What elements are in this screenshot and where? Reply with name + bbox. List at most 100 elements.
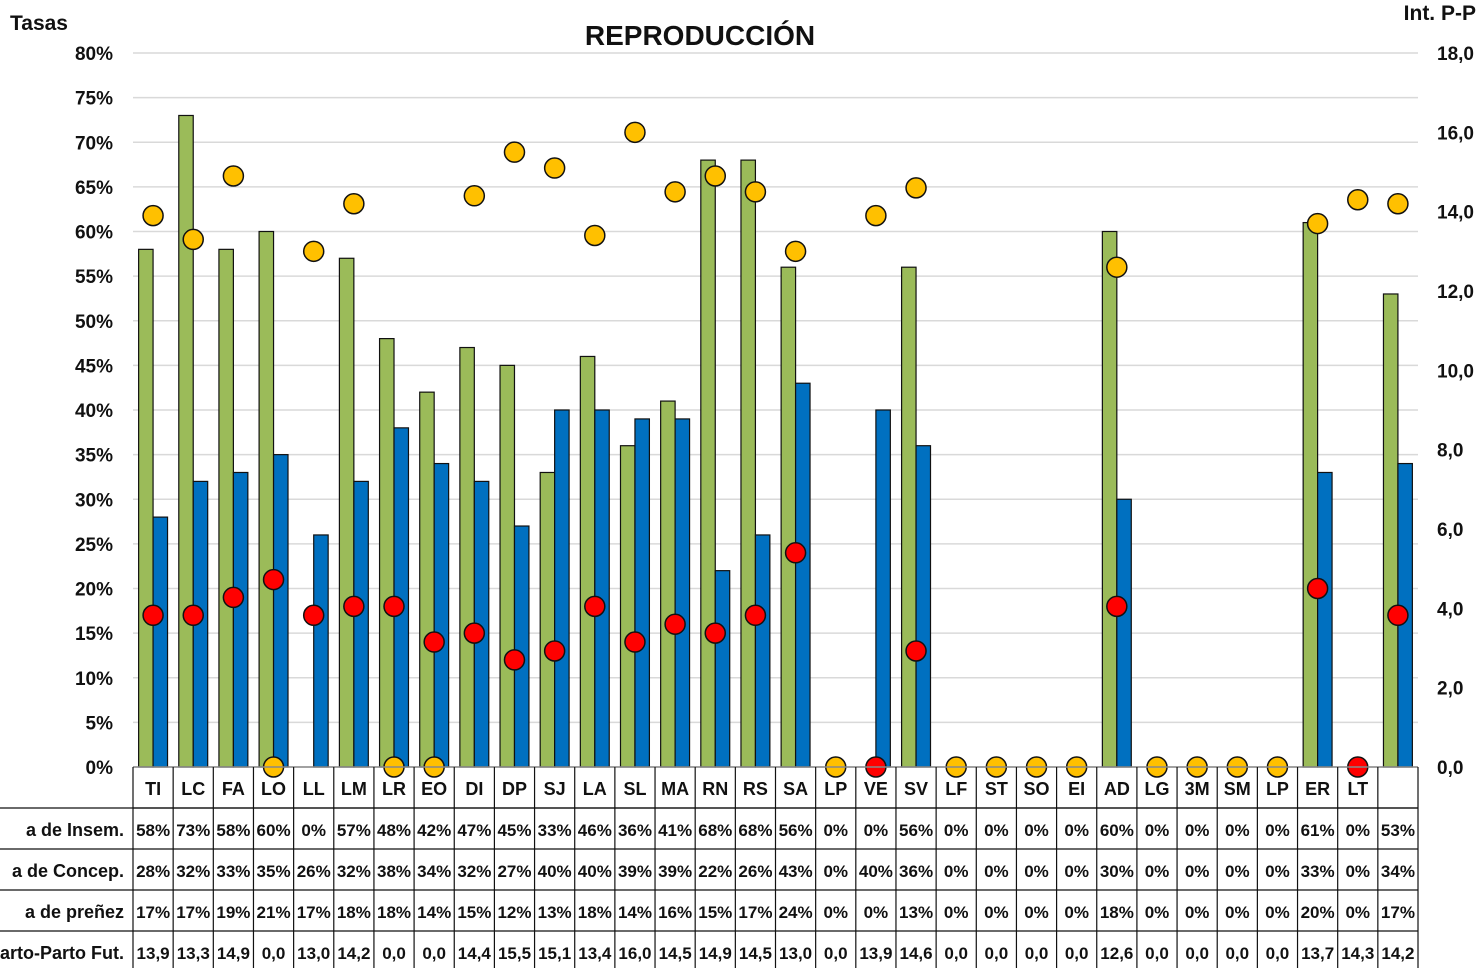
y2-tick-label: 0,0	[1437, 758, 1463, 779]
table-cell: 0%	[1024, 821, 1049, 840]
bar-adeconcep	[915, 445, 932, 768]
y-tick-label: 20%	[75, 580, 113, 601]
table-cell: 0%	[944, 821, 969, 840]
bar-adeconcep	[754, 534, 771, 768]
category-label: SJ	[544, 779, 566, 799]
category-label: LT	[1347, 779, 1368, 799]
marker-parto-parto	[1306, 212, 1329, 235]
marker-parto-parto	[503, 141, 526, 163]
category-label: LA	[583, 779, 607, 799]
marker-prenez	[222, 586, 245, 609]
bar-adeconcep	[353, 480, 369, 768]
marker-parto-parto	[343, 192, 365, 215]
category-label: SA	[783, 779, 808, 799]
y2-tick-label: 4,0	[1437, 599, 1463, 620]
y-tick-label: 50%	[75, 312, 113, 333]
table-cell: 14,5	[739, 944, 772, 963]
bar-adeconcep	[554, 409, 570, 768]
bar-adeconcep	[152, 516, 169, 768]
category-label: ST	[985, 779, 1008, 799]
table-cell: 0%	[1225, 821, 1250, 840]
table-cell: 20%	[1301, 903, 1335, 922]
marker-parto-parto	[182, 228, 204, 251]
y-tick-label: 30%	[75, 490, 113, 511]
marker-prenez	[343, 595, 365, 618]
table-cell: 73%	[176, 821, 210, 840]
table-cell: 26%	[297, 862, 331, 881]
marker-parto-parto	[704, 165, 727, 187]
marker-prenez	[383, 595, 405, 618]
table-cell: 0%	[301, 821, 326, 840]
bar-adeconcep	[313, 534, 329, 768]
category-label: AD	[1104, 779, 1130, 799]
table-cell: 34%	[417, 862, 451, 881]
y-axis-title: Tasas	[10, 12, 68, 35]
table-cell: 0,0	[382, 944, 406, 963]
table-cell: 13,0	[779, 944, 812, 963]
table-cell: 22%	[698, 862, 732, 881]
y-tick-label: 55%	[75, 267, 113, 288]
table-cell: 34%	[1381, 862, 1415, 881]
table-cell: 40%	[578, 862, 612, 881]
marker-prenez	[1106, 595, 1128, 618]
table-cell: 0%	[1265, 862, 1290, 881]
category-label: DI	[465, 779, 483, 799]
table-cell: 0,0	[944, 944, 968, 963]
table-cell: 45%	[497, 821, 531, 840]
category-label: LP	[824, 779, 847, 799]
bar-adeinsem	[419, 391, 435, 768]
marker-parto-parto	[905, 177, 927, 199]
bar-adeinsem	[218, 248, 234, 768]
category-label: LO	[261, 779, 286, 799]
table-cell: 14,2	[1381, 944, 1414, 963]
table-cell: 14,2	[337, 944, 370, 963]
category-label: LF	[945, 779, 967, 799]
table-cell: 36%	[899, 862, 933, 881]
table-cell: 32%	[457, 862, 491, 881]
category-label: EI	[1068, 779, 1085, 799]
table-cell: 0%	[1024, 903, 1049, 922]
y-tick-label: 40%	[75, 401, 113, 422]
y-tick-label: 45%	[75, 356, 113, 377]
table-cell: 0%	[1345, 903, 1370, 922]
bar-adeconcep	[594, 409, 610, 768]
category-label: SV	[904, 779, 928, 799]
table-cell: 40%	[538, 862, 572, 881]
table-cell: 0%	[823, 903, 848, 922]
table-cell: 47%	[457, 821, 491, 840]
table-cell: 17%	[297, 903, 331, 922]
axes-layer: 0% 5% 10% 15% 20% 25% 30% 35% 40% 45% 50% 55% 60% 65%…	[75, 44, 1474, 779]
table-cell: 15,1	[538, 944, 571, 963]
table-cell: 24%	[779, 903, 813, 922]
table-cell: 0,0	[1225, 944, 1249, 963]
marker-prenez	[503, 649, 526, 671]
table-cell: 13,9	[137, 944, 170, 963]
marker-parto-parto	[463, 185, 486, 207]
table-cell: 13,0	[297, 944, 330, 963]
marker-prenez	[463, 622, 486, 644]
table-cell: 14%	[618, 903, 652, 922]
y-tick-label: 75%	[75, 89, 113, 110]
category-label: ER	[1305, 779, 1330, 799]
y2-tick-label: 18,0	[1437, 44, 1474, 65]
marker-prenez	[744, 604, 767, 627]
table-cell: 58%	[136, 821, 170, 840]
table-cell: 19%	[216, 903, 250, 922]
table-cell: 33%	[216, 862, 250, 881]
y2-tick-label: 10,0	[1437, 361, 1474, 382]
y2-tick-label: 8,0	[1437, 441, 1463, 462]
marker-prenez	[905, 640, 927, 662]
table-cell: 0%	[1064, 862, 1089, 881]
y2-tick-label: 6,0	[1437, 520, 1463, 541]
table-cell: 17%	[136, 903, 170, 922]
bar-adeconcep	[714, 570, 731, 768]
table-cell: 16,0	[618, 944, 651, 963]
marker-parto-parto	[664, 181, 686, 203]
table-cell: 12%	[497, 903, 531, 922]
y2-axis-title: Int. P-P	[1404, 2, 1476, 25]
table-cell: 13%	[538, 903, 572, 922]
marker-parto-parto	[624, 121, 646, 144]
table-cell: 56%	[899, 821, 933, 840]
table-cell: 0%	[1225, 903, 1250, 922]
